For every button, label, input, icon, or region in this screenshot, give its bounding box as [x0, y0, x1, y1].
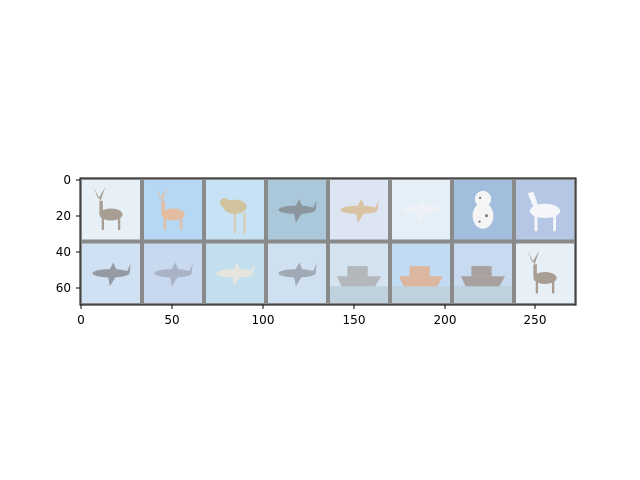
image-tile-deer: [82, 180, 140, 240]
airplane-silhouette: [92, 262, 131, 287]
ship-silhouette: [454, 266, 512, 303]
y-tick-label: 0: [63, 173, 71, 187]
tile-fade-overlay: [516, 243, 574, 303]
x-tick-label: 0: [77, 313, 85, 327]
image-tile-airplane: [82, 243, 140, 303]
airplane-silhouette: [278, 199, 317, 223]
image-tile-airplane: [268, 243, 326, 303]
airplane-silhouette: [402, 199, 441, 223]
tile-fade-overlay: [268, 243, 326, 303]
image-tile-ship: [392, 243, 450, 303]
tile-fade-overlay: [82, 180, 140, 240]
tile-fade-overlay: [516, 180, 574, 240]
tile-fade-overlay: [144, 180, 202, 240]
y-tick-label: 40: [56, 245, 71, 259]
airplane-silhouette: [278, 262, 317, 287]
airplane-silhouette: [216, 262, 255, 287]
tile-fade-overlay: [206, 243, 264, 303]
axes-frame: [79, 177, 577, 306]
tile-fade-overlay: [330, 180, 388, 240]
horse-silhouette: [527, 191, 561, 232]
image-tile-deer: [516, 243, 574, 303]
x-tick-label: 150: [343, 313, 366, 327]
tile-fade-overlay: [454, 243, 512, 303]
image-tile-dog: [454, 180, 512, 240]
tile-fade-overlay: [82, 243, 140, 303]
deer-silhouette: [93, 187, 123, 230]
tile-fade-overlay: [206, 180, 264, 240]
tile-fade-overlay: [454, 180, 512, 240]
x-axis: 0 50 100 150 200 250: [77, 305, 546, 327]
tile-fade-overlay: [268, 180, 326, 240]
x-tick-label: 200: [434, 313, 457, 327]
image-tile-airplane: [206, 243, 264, 303]
ship-silhouette: [330, 266, 388, 303]
image-tile-ship: [330, 243, 388, 303]
image-tile-ship: [454, 243, 512, 303]
x-tick-label: 50: [164, 313, 179, 327]
deer-silhouette: [527, 250, 557, 294]
ship-silhouette: [392, 266, 450, 303]
tile-fade-overlay: [330, 243, 388, 303]
y-axis: 0 20 40 60: [56, 173, 80, 295]
image-tile-airplane: [268, 180, 326, 240]
image-tile-airplane: [330, 180, 388, 240]
image-tile-airplane: [144, 243, 202, 303]
tile-fade-overlay: [392, 243, 450, 303]
dog-silhouette: [472, 190, 494, 229]
bird-silhouette: [219, 197, 247, 234]
x-tick-label: 250: [524, 313, 547, 327]
image-tile-horse: [516, 180, 574, 240]
airplane-silhouette: [340, 199, 379, 223]
tile-fade-overlay: [392, 180, 450, 240]
image-tile-airplane: [392, 180, 450, 240]
image-grid: [80, 178, 576, 305]
x-tick-label: 100: [252, 313, 275, 327]
tile-fade-overlay: [144, 243, 202, 303]
y-tick-label: 20: [56, 209, 71, 223]
image-tile-deer: [144, 180, 202, 240]
airplane-silhouette: [154, 262, 193, 287]
image-tile-bird: [206, 180, 264, 240]
deer-silhouette: [155, 187, 185, 230]
y-tick-label: 60: [56, 281, 71, 295]
